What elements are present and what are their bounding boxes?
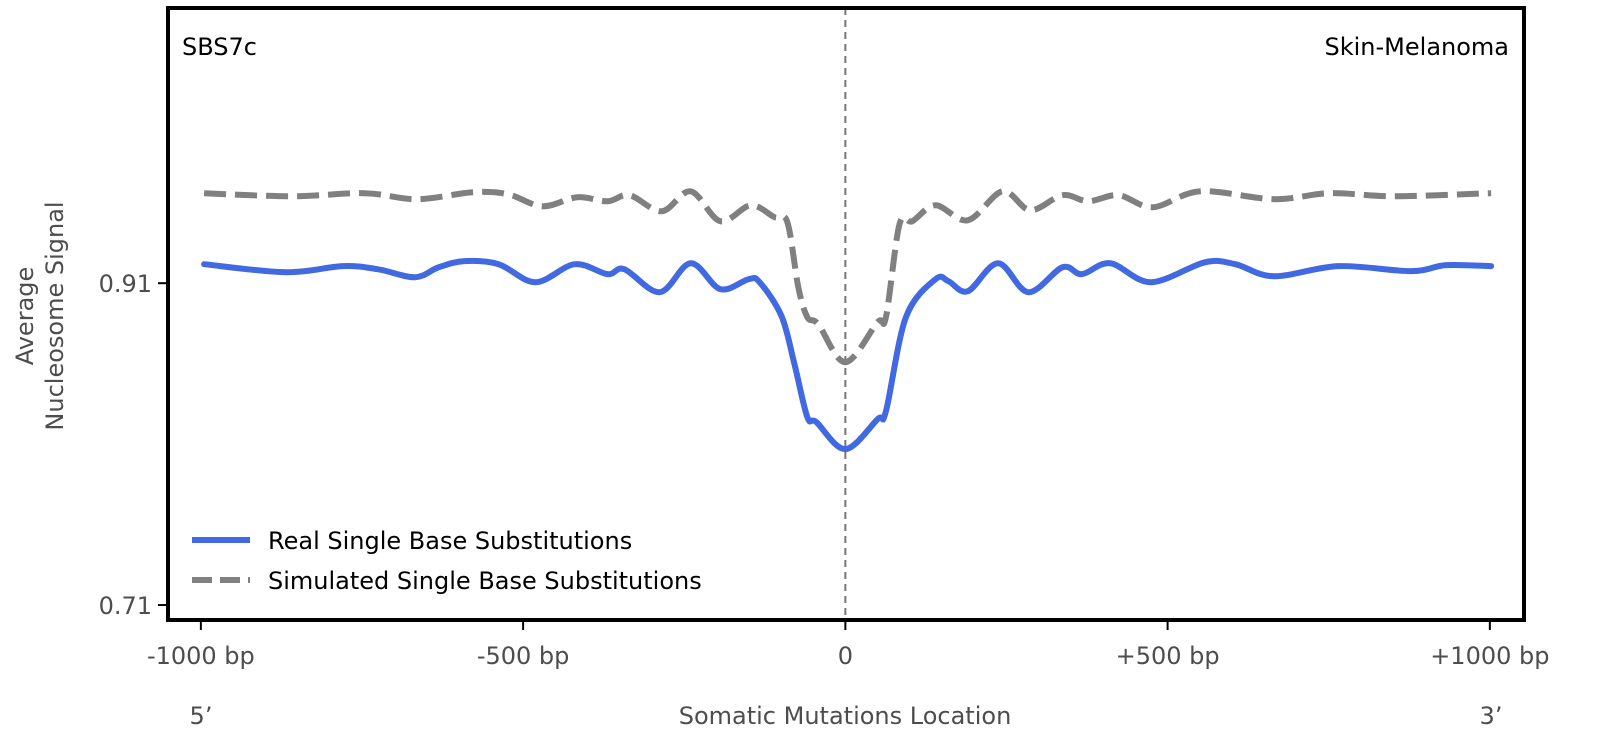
x-tick-label: +1000 bp (1430, 642, 1549, 670)
cancer-type-label: Skin-Melanoma (1325, 33, 1510, 61)
x-tick-label: -1000 bp (147, 642, 255, 670)
signature-label: SBS7c (182, 33, 257, 61)
x-tick-label: 0 (838, 642, 853, 670)
y-axis-label: Average Nucleosome Signal (11, 201, 69, 430)
legend-label-simulated: Simulated Single Base Substitutions (268, 567, 702, 595)
y-tick-label: 0.91 (99, 270, 152, 298)
x-tick-label: +500 bp (1116, 642, 1220, 670)
legend-label-real: Real Single Base Substitutions (268, 527, 632, 555)
real-sbs-line (201, 257, 1495, 453)
simulated-sbs-line (203, 188, 1492, 366)
y-axis-label-line-2: Nucleosome Signal (41, 201, 69, 430)
x-axis-3prime-label: 3’ (1480, 702, 1503, 730)
y-axis-label-line-1: Average (11, 267, 39, 366)
x-axis-5prime-label: 5’ (190, 702, 213, 730)
legend: Real Single Base Substitutions Simulated… (192, 527, 702, 595)
x-tick-label: -500 bp (477, 642, 570, 670)
y-tick-label: 0.71 (99, 592, 152, 620)
x-axis-label: Somatic Mutations Location (679, 702, 1012, 730)
